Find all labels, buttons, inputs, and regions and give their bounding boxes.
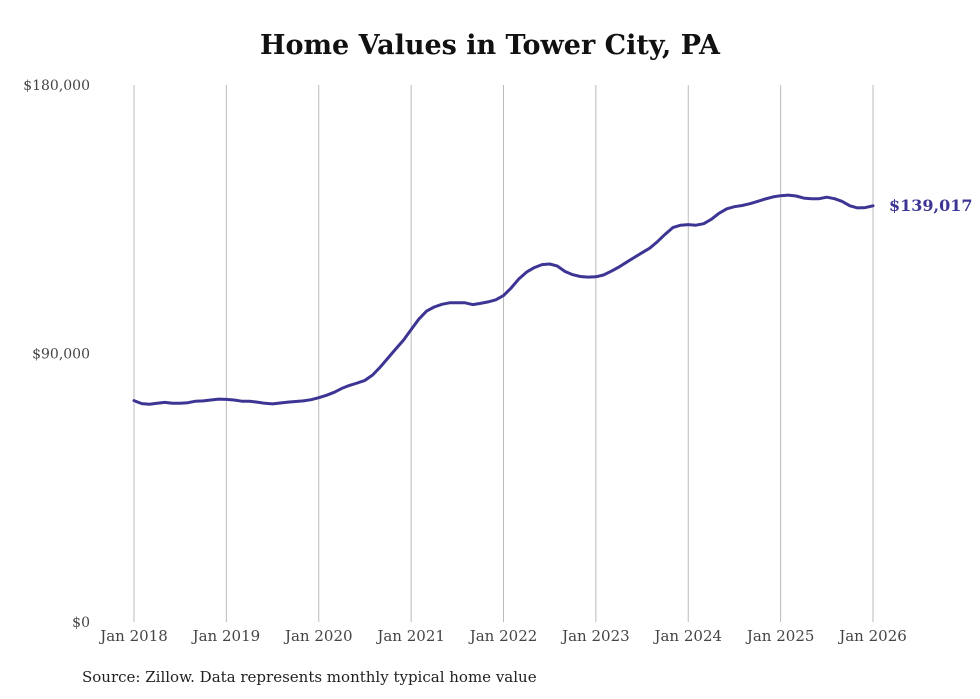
chart-title: Home Values in Tower City, PA	[259, 30, 721, 61]
grid-layer	[133, 85, 874, 622]
y-tick-label: $0	[72, 615, 90, 631]
y-tick-label: $90,000	[32, 347, 90, 363]
x-tick-label: Jan 2026	[837, 627, 907, 645]
x-tick-label: Jan 2020	[283, 627, 353, 645]
latest-value-label: $139,017	[889, 196, 973, 215]
x-tick-label: Jan 2023	[560, 627, 630, 645]
x-tick-label: Jan 2025	[745, 627, 815, 645]
source-note: Source: Zillow. Data represents monthly …	[82, 668, 537, 686]
x-axis: Jan 2018 Jan 2019 Jan 2020 Jan 2021 Jan 2022…	[98, 627, 907, 645]
series-layer: $139,017	[132, 193, 973, 406]
x-tick-label: Jan 2024	[652, 627, 722, 645]
y-tick-label: $180,000	[23, 78, 90, 94]
x-tick-label: Jan 2021	[375, 627, 445, 645]
home-value-line	[132, 193, 875, 406]
y-axis: $0 $90,000 $180,000	[23, 78, 90, 631]
x-tick-label: Jan 2019	[191, 627, 261, 645]
x-tick-label: Jan 2018	[98, 627, 168, 645]
x-tick-label: Jan 2022	[468, 627, 538, 645]
